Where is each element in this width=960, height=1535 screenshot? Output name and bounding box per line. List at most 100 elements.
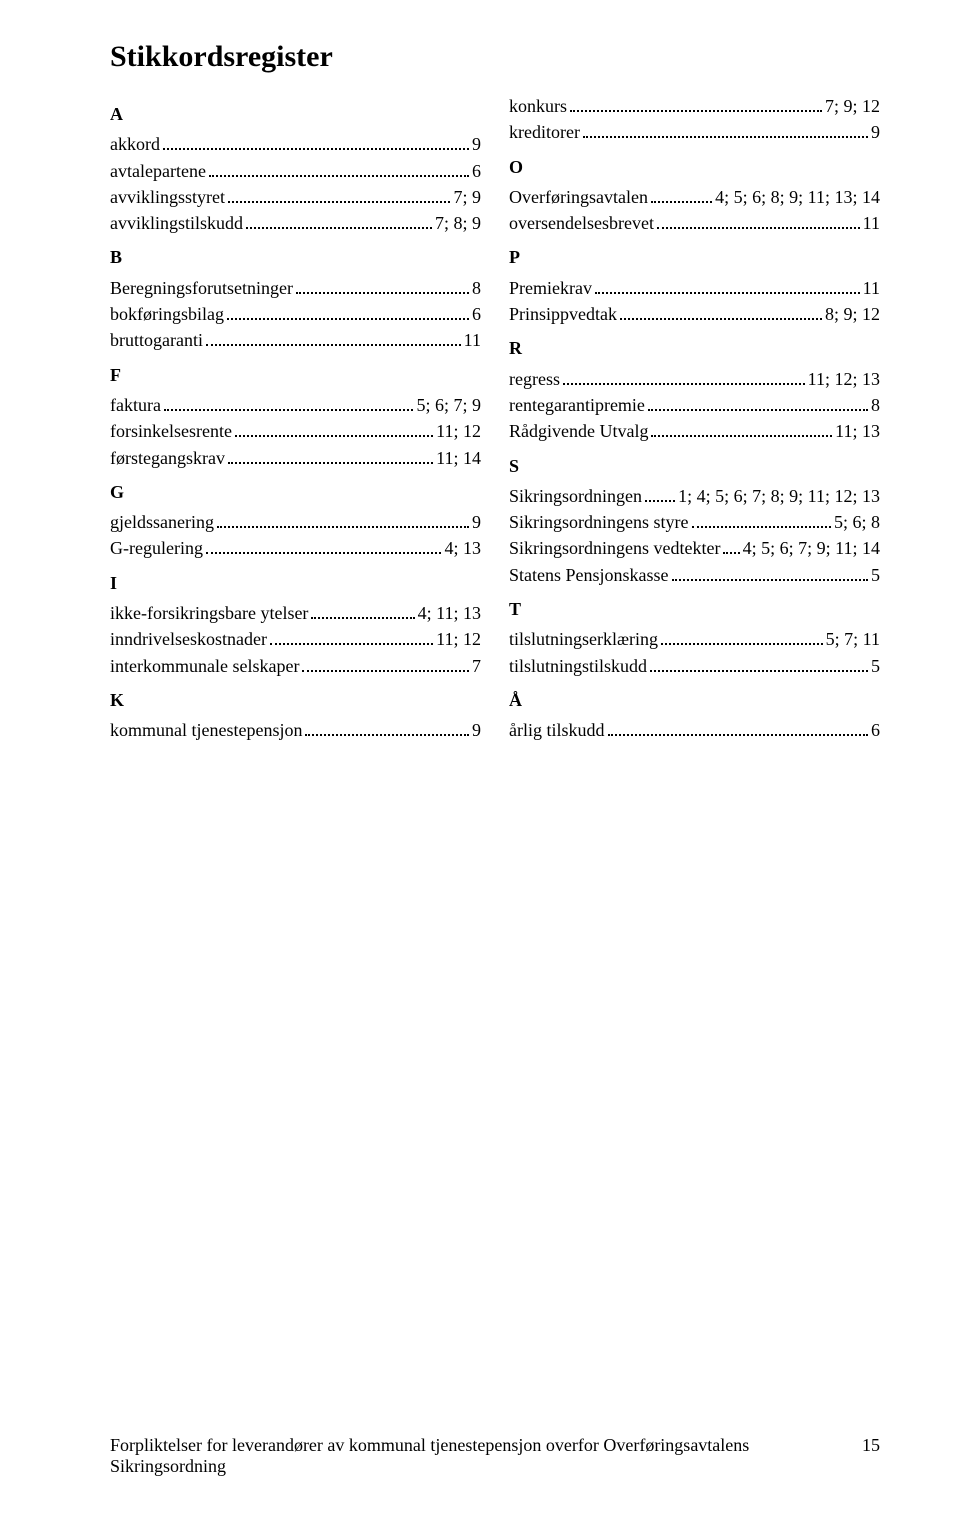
index-letter: K xyxy=(110,688,481,712)
index-leader-dots xyxy=(650,660,868,672)
index-leader-dots xyxy=(235,425,433,437)
index-page-ref: 4; 5; 6; 8; 9; 11; 13; 14 xyxy=(715,185,880,209)
index-page-ref: 5 xyxy=(871,654,880,678)
index-entry: ikke-forsikringsbare ytelser 4; 11; 13 xyxy=(110,601,481,625)
index-term: Rådgivende Utvalg xyxy=(509,419,648,443)
index-letter: A xyxy=(110,102,481,126)
index-leader-dots xyxy=(246,217,432,229)
index-term: interkommunale selskaper xyxy=(110,654,299,678)
index-page-ref: 5; 6; 8 xyxy=(834,510,880,534)
index-leader-dots xyxy=(595,282,860,294)
index-page-ref: 4; 11; 13 xyxy=(418,601,481,625)
index-page-ref: 11 xyxy=(863,276,880,300)
index-leader-dots xyxy=(206,543,442,555)
index-entry: interkommunale selskaper 7 xyxy=(110,654,481,678)
index-entry: Beregningsforutsetninger 8 xyxy=(110,276,481,300)
index-page-ref: 8 xyxy=(472,276,481,300)
index-entry: Sikringsordningens styre 5; 6; 8 xyxy=(509,510,880,534)
index-leader-dots xyxy=(651,191,712,203)
index-entry: avtalepartene 6 xyxy=(110,159,481,183)
index-leader-dots xyxy=(305,724,469,736)
index-page-ref: 11; 14 xyxy=(436,446,481,470)
index-page-ref: 9 xyxy=(472,132,481,156)
index-page-ref: 11 xyxy=(863,211,880,235)
index-term: forsinkelsesrente xyxy=(110,419,232,443)
index-term: oversendelsesbrevet xyxy=(509,211,654,235)
index-page-ref: 6 xyxy=(472,159,481,183)
index-term: ikke-forsikringsbare ytelser xyxy=(110,601,308,625)
index-term: Sikringsordningens vedtekter xyxy=(509,536,720,560)
index-entry: konkurs 7; 9; 12 xyxy=(509,94,880,118)
index-entry: Sikringsordningens vedtekter 4; 5; 6; 7;… xyxy=(509,536,880,560)
index-term: regress xyxy=(509,367,560,391)
index-entry: inndrivelseskostnader 11; 12 xyxy=(110,627,481,651)
index-entry: årlig tilskudd 6 xyxy=(509,718,880,742)
index-term: akkord xyxy=(110,132,160,156)
index-entry: regress 11; 12; 13 xyxy=(509,367,880,391)
index-leader-dots xyxy=(570,100,822,112)
index-entry: kreditorer 9 xyxy=(509,120,880,144)
index-entry: Sikringsordningen 1; 4; 5; 6; 7; 8; 9; 1… xyxy=(509,484,880,508)
index-term: gjeldssanering xyxy=(110,510,214,534)
index-entry: avviklingstilskudd 7; 8; 9 xyxy=(110,211,481,235)
index-leader-dots xyxy=(657,217,860,229)
index-leader-dots xyxy=(228,452,433,464)
index-page-ref: 4; 13 xyxy=(444,536,481,560)
index-leader-dots xyxy=(228,191,450,203)
index-page-ref: 8; 9; 12 xyxy=(825,302,880,326)
index-leader-dots xyxy=(296,282,469,294)
index-term: kommunal tjenestepensjon xyxy=(110,718,302,742)
index-leader-dots xyxy=(206,334,461,346)
index-page-ref: 1; 4; 5; 6; 7; 8; 9; 11; 12; 13 xyxy=(678,484,880,508)
index-page-ref: 11; 13 xyxy=(835,419,880,443)
index-term: Prinsippvedtak xyxy=(509,302,617,326)
index-leader-dots xyxy=(302,660,469,672)
index-term: avviklingsstyret xyxy=(110,185,225,209)
index-page-ref: 7; 9 xyxy=(453,185,481,209)
index-letter: G xyxy=(110,480,481,504)
index-page-ref: 9 xyxy=(472,510,481,534)
index-term: Statens Pensjonskasse xyxy=(509,563,669,587)
index-entry: oversendelsesbrevet 11 xyxy=(509,211,880,235)
index-page-ref: 9 xyxy=(871,120,880,144)
index-page-ref: 9 xyxy=(472,718,481,742)
index-leader-dots xyxy=(563,373,805,385)
index-term: tilslutningstilskudd xyxy=(509,654,647,678)
index-term: faktura xyxy=(110,393,161,417)
index-page-ref: 8 xyxy=(871,393,880,417)
index-col-right: konkurs 7; 9; 12kreditorer 9OOverførings… xyxy=(509,92,880,745)
index-entry: førstegangskrav 11; 14 xyxy=(110,446,481,470)
index-letter: I xyxy=(110,571,481,595)
index-letter: Å xyxy=(509,688,880,712)
index-page-ref: 4; 5; 6; 7; 9; 11; 14 xyxy=(743,536,880,560)
index-columns: Aakkord 9 avtalepartene 6avviklingsstyret… xyxy=(110,92,880,745)
index-term: rentegarantipremie xyxy=(509,393,645,417)
index-letter: R xyxy=(509,336,880,360)
index-term: Overføringsavtalen xyxy=(509,185,648,209)
index-term: bruttogaranti xyxy=(110,328,203,352)
index-term: Beregningsforutsetninger xyxy=(110,276,293,300)
index-term: inndrivelseskostnader xyxy=(110,627,267,651)
index-term: avviklingstilskudd xyxy=(110,211,243,235)
index-leader-dots xyxy=(583,126,868,138)
index-page-ref: 6 xyxy=(472,302,481,326)
index-term: Sikringsordningen xyxy=(509,484,642,508)
index-term: bokføringsbilag xyxy=(110,302,224,326)
index-leader-dots xyxy=(608,724,869,736)
index-term: kreditorer xyxy=(509,120,580,144)
index-entry: Overføringsavtalen 4; 5; 6; 8; 9; 11; 13… xyxy=(509,185,880,209)
index-page-ref: 5; 7; 11 xyxy=(826,627,880,651)
index-entry: G-regulering 4; 13 xyxy=(110,536,481,560)
index-leader-dots xyxy=(163,138,469,150)
index-entry: Prinsippvedtak 8; 9; 12 xyxy=(509,302,880,326)
index-letter: S xyxy=(509,454,880,478)
index-entry: rentegarantipremie 8 xyxy=(509,393,880,417)
index-title: Stikkordsregister xyxy=(110,40,880,74)
index-leader-dots xyxy=(645,490,675,502)
index-term: Premiekrav xyxy=(509,276,592,300)
index-leader-dots xyxy=(227,308,469,320)
index-entry: Statens Pensjonskasse 5 xyxy=(509,563,880,587)
index-page-ref: 6 xyxy=(871,718,880,742)
index-leader-dots xyxy=(217,516,469,528)
index-letter: F xyxy=(110,363,481,387)
